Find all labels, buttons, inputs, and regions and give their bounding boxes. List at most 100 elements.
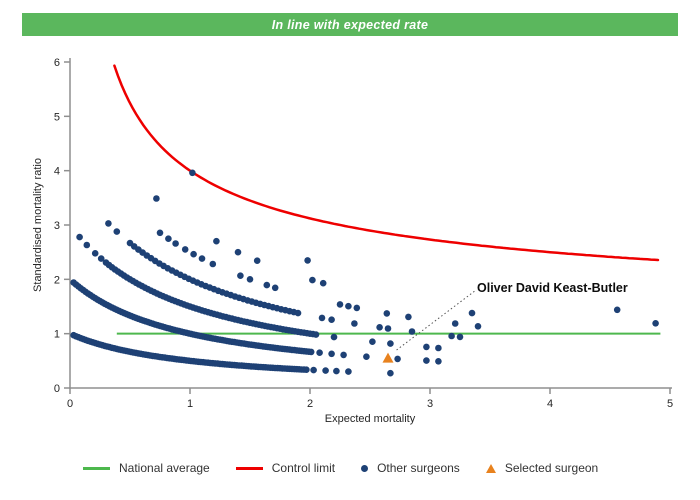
surgeon-point bbox=[91, 250, 99, 257]
surgeon-point bbox=[246, 276, 254, 283]
surgeon-point bbox=[189, 169, 196, 177]
surgeon-point bbox=[234, 248, 242, 256]
surgeon-point bbox=[613, 306, 621, 314]
chart-area: 0 1 2 3 4 5 6 0 1 2 3 4 5 Standardised mortality rat… bbox=[0, 36, 700, 445]
legend-item-control-limit: Control limit bbox=[235, 461, 336, 475]
surgeon-point bbox=[181, 246, 189, 253]
surgeon-point bbox=[328, 350, 335, 358]
y-tick-label: 2 bbox=[54, 274, 60, 286]
y-tick-label: 4 bbox=[54, 166, 60, 178]
surgeon-point bbox=[340, 351, 347, 359]
legend-item-national-average: National average bbox=[83, 461, 210, 475]
surgeon-point bbox=[383, 310, 391, 317]
surgeon-point bbox=[172, 240, 179, 247]
legend-label-selected-surgeon: Selected surgeon bbox=[504, 461, 599, 475]
surgeon-point bbox=[322, 367, 329, 374]
surgeon-point bbox=[369, 338, 376, 346]
surgeon-point bbox=[294, 309, 302, 317]
legend-label-other-surgeons: Other surgeons bbox=[377, 461, 460, 475]
surgeon-point bbox=[351, 320, 358, 327]
surgeon-point bbox=[333, 367, 340, 375]
surgeon-point bbox=[387, 369, 394, 377]
surgeon-point bbox=[423, 357, 430, 364]
surgeon-point bbox=[451, 320, 459, 327]
surgeon-point bbox=[190, 250, 197, 258]
surgeon-point bbox=[408, 328, 416, 335]
surgeon-point bbox=[307, 348, 315, 356]
surgeon-point bbox=[263, 281, 271, 289]
red-line-swatch bbox=[235, 466, 263, 470]
surgeon-point bbox=[363, 353, 370, 361]
surgeon-point bbox=[448, 332, 455, 340]
legend-label-national-average: National average bbox=[119, 461, 210, 475]
surgeon-point bbox=[76, 233, 83, 241]
surgeon-point bbox=[319, 279, 327, 287]
control-limit-curve bbox=[113, 64, 660, 262]
surgeon-point bbox=[405, 313, 412, 321]
selected-surgeon-annotation: Oliver David Keast-Butler bbox=[477, 281, 628, 295]
selected-surgeon-marker bbox=[382, 352, 394, 363]
y-tick-label: 5 bbox=[54, 111, 60, 123]
surgeon-point bbox=[336, 301, 344, 308]
other-surgeons-points bbox=[70, 169, 659, 377]
surgeon-point bbox=[394, 355, 401, 363]
surgeon-point bbox=[153, 195, 160, 202]
surgeon-point bbox=[345, 302, 352, 310]
surgeon-point bbox=[435, 344, 442, 352]
surgeon-point bbox=[312, 331, 320, 338]
legend-label-control-limit: Control limit bbox=[271, 461, 336, 475]
y-axis-title: Standardised mortality ratio bbox=[32, 158, 44, 292]
surgeon-point bbox=[318, 314, 326, 322]
surgeon-point bbox=[156, 229, 164, 237]
surgeon-point bbox=[345, 368, 352, 375]
surgeon-point bbox=[435, 358, 442, 365]
surgeon-point bbox=[474, 323, 482, 330]
x-tick-label: 1 bbox=[187, 398, 193, 410]
y-tick-label: 6 bbox=[54, 57, 60, 69]
surgeon-point bbox=[303, 366, 310, 374]
mortality-funnel-plot[interactable]: 0 1 2 3 4 5 6 0 1 2 3 4 5 bbox=[0, 36, 700, 445]
surgeon-point bbox=[237, 272, 244, 280]
surgeon-point bbox=[309, 276, 316, 284]
surgeon-point bbox=[652, 320, 659, 327]
y-tick-label: 3 bbox=[54, 220, 60, 232]
surgeon-point bbox=[253, 257, 261, 265]
surgeon-point bbox=[330, 333, 338, 341]
green-line-swatch bbox=[83, 466, 110, 470]
surgeon-point bbox=[310, 366, 317, 374]
surgeon-point bbox=[456, 333, 464, 341]
y-tick-label: 1 bbox=[54, 329, 60, 341]
surgeon-point bbox=[468, 309, 476, 317]
y-tick-label: 0 bbox=[54, 383, 60, 395]
legend-item-selected-surgeon: Selected surgeon bbox=[485, 461, 599, 475]
surgeon-point bbox=[353, 304, 361, 312]
surgeon-point bbox=[304, 257, 311, 264]
annotation-leader-line bbox=[394, 290, 475, 352]
surgeon-point bbox=[328, 316, 335, 324]
surgeon-point bbox=[209, 260, 217, 268]
surgeon-point bbox=[387, 340, 394, 347]
x-axis-title: Expected mortality bbox=[324, 413, 416, 425]
legend-item-other-surgeons: Other surgeons bbox=[361, 461, 460, 475]
orange-triangle-swatch bbox=[485, 463, 496, 473]
chart-legend: National average Control limit Other sur… bbox=[83, 458, 598, 478]
x-tick-label: 2 bbox=[307, 398, 313, 410]
status-banner: In line with expected rate bbox=[22, 13, 678, 36]
x-tick-label: 5 bbox=[667, 398, 673, 410]
surgeon-point bbox=[113, 228, 121, 235]
x-tick-label: 4 bbox=[547, 398, 553, 410]
surgeon-point bbox=[198, 255, 206, 262]
surgeon-point bbox=[376, 324, 383, 331]
x-tick-label: 3 bbox=[427, 398, 433, 410]
surgeon-point bbox=[423, 343, 430, 351]
x-tick-label: 0 bbox=[67, 398, 73, 410]
navy-dot-swatch bbox=[361, 464, 369, 472]
surgeon-point bbox=[83, 241, 91, 249]
surgeon-point bbox=[316, 349, 323, 357]
surgeon-point bbox=[271, 284, 279, 292]
surgeon-point bbox=[384, 325, 392, 332]
status-banner-text: In line with expected rate bbox=[271, 17, 429, 32]
surgeon-point bbox=[97, 255, 105, 262]
surgeon-point bbox=[165, 235, 172, 242]
